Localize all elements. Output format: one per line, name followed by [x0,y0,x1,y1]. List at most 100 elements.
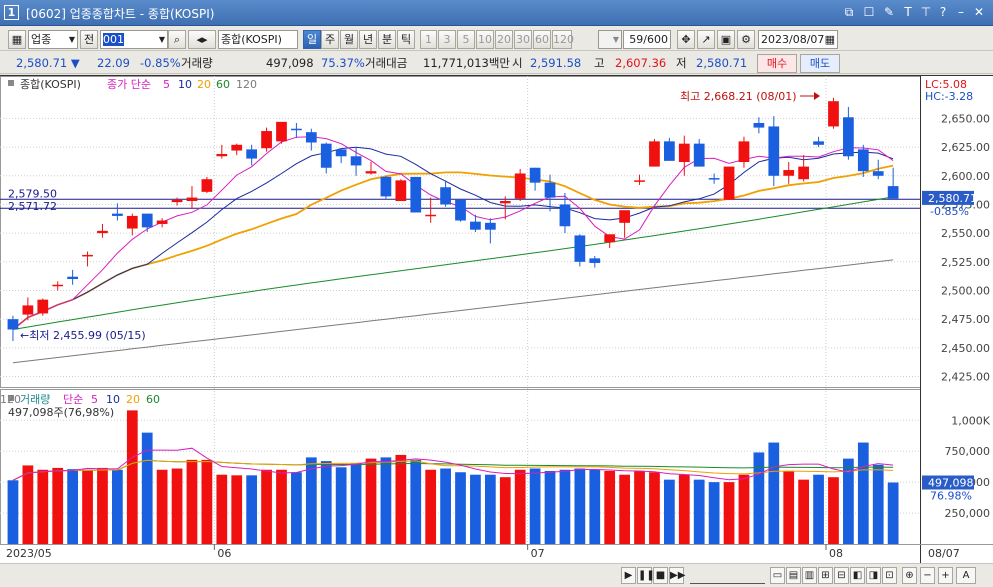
zoom-in-icon[interactable]: + [938,567,953,584]
volume-bar [484,474,496,544]
crosshair-icon[interactable]: ✥ [677,30,695,49]
period-tab-1[interactable]: 주 [321,30,339,49]
save-icon[interactable]: ▣ [717,30,735,49]
candle-body [723,166,735,200]
chart-area[interactable]: 2,650.00 2,625.00 2,600.00 2,575.00 2,550.00… [0,75,993,564]
window-title: [0602] 업종종합차트 - 종합(KOSPI) [26,7,215,21]
last-volume-label: 497,098 [928,477,974,490]
settings-gear-icon[interactable]: ⚙ [737,30,755,49]
info-bar: 2,580.71 ▼ 22.09 -0.85% 거래량 497,098 75.3… [0,52,993,74]
interval-button-0[interactable]: 1 [420,30,437,49]
volume-bar [887,482,899,544]
legend-ma-10: 10 [178,78,192,91]
market-select-value: 업종 [31,33,52,46]
candle-body [425,214,437,217]
candle-body [320,143,332,168]
open-value: 2,591.58 [530,56,582,70]
volume-bar [708,482,720,544]
link-icon[interactable]: ☐ [863,5,875,19]
interval-button-7[interactable]: 120 [552,30,574,49]
interval-button-3[interactable]: 10 [476,30,494,49]
font-size-a-icon[interactable]: A [956,567,976,584]
candle-body [216,153,228,157]
pause-icon[interactable]: ❚❚ [637,567,655,584]
prev-next-icon[interactable]: ◂▸ [188,30,216,49]
interval-button-2[interactable]: 5 [457,30,475,49]
draw-tool-icon[interactable]: ↗ [697,30,715,49]
zoom-out-icon[interactable]: − [920,567,935,584]
minimize-icon[interactable]: – [958,5,964,19]
volume-y-tick-1: 750,000 [945,445,991,458]
period-tab-3[interactable]: 년 [359,30,377,49]
interval-button-5[interactable]: 30 [514,30,532,49]
legend-volume-ma-20: 20 [126,393,140,406]
high-arrow-icon [814,92,820,100]
restore-layout-icon[interactable]: ⧉ [844,5,854,19]
buy-button[interactable]: 매수 [757,54,797,73]
period-tab-2[interactable]: 월 [340,30,358,49]
low-value: 2,580.71 [696,56,748,70]
close-icon[interactable]: ✕ [973,5,985,19]
date-field[interactable]: 2023/08/07 ▦ [758,30,838,49]
candle-body [82,254,93,257]
volume-bar [82,469,93,544]
layout-icon[interactable]: ▦ [8,30,26,49]
chart-icon-1[interactable]: ▭ [770,567,785,584]
chart-icon-4[interactable]: ⊞ [818,567,833,584]
zoom-slider[interactable] [690,568,765,584]
interval-button-1[interactable]: 3 [438,30,456,49]
search-icon[interactable]: ⌕ [168,30,186,49]
candle-body [380,176,392,197]
chart-icon-8[interactable]: ⊡ [882,567,897,584]
volume-bar [365,458,377,544]
volume-bar [231,475,243,544]
interval-button-6[interactable]: 60 [533,30,551,49]
zoom-fit-icon[interactable]: ⊕ [902,567,917,584]
x-label-2: 07 [531,547,545,560]
code-input[interactable]: 001 ▼ [100,30,168,49]
volume-bar [619,474,630,544]
help-icon[interactable]: ? [939,5,947,19]
volume-bar [156,469,168,544]
font-size-icon[interactable]: T [904,5,912,19]
chart-icon-3[interactable]: ▥ [802,567,817,584]
candle-body [649,141,660,167]
sell-button[interactable]: 매도 [800,54,840,73]
interval-dropdown[interactable]: ▼ [598,30,622,49]
price-y-tick-9: 2,425.00 [941,371,990,384]
chart-icon-7[interactable]: ◨ [866,567,881,584]
all-button[interactable]: 전 [80,30,98,49]
price-change-pct: -0.85% [140,56,181,70]
candle-body [305,132,317,143]
candle-body [529,167,541,183]
volume-y-tick-3: 250,000 [945,507,991,520]
last-volume-marker [922,475,974,490]
legend-ma-120: 120 [236,78,257,91]
chart-icon-2[interactable]: ▤ [786,567,801,584]
volume-bar [783,471,795,544]
market-select[interactable]: 업종 ▼ [28,30,78,49]
edit-icon[interactable]: ✎ [883,5,895,19]
period-tab-4[interactable]: 분 [378,30,396,49]
period-tab-0[interactable]: 일 [303,30,321,49]
candle-body [67,276,78,280]
chart-canvas[interactable]: 2,650.002,625.002,600.002,575.002,550.00… [0,76,993,564]
play-icon[interactable]: ▶ [621,567,636,584]
pin-icon[interactable]: ⊤ [920,5,932,19]
chart-icon-6[interactable]: ◧ [850,567,865,584]
volume-bar [261,469,272,544]
volume-bar [22,465,34,544]
title-bar: 1 [0602] 업종종합차트 - 종합(KOSPI) ⧉ ☐ ✎ T ⊤ ? … [0,0,993,26]
volume-ma5-line [12,447,894,481]
candle-body [22,305,34,315]
last-price-label: 2,580.71 [928,192,977,205]
candle-body [619,210,630,223]
stop-icon[interactable]: ■ [653,567,668,584]
count-field[interactable]: 59/600 [623,30,671,49]
candle-body [783,170,795,176]
interval-button-4[interactable]: 20 [495,30,513,49]
fast-forward-icon[interactable]: ▶▶ [669,567,685,584]
period-tab-5[interactable]: 틱 [397,30,415,49]
volume-bar [395,454,407,544]
chart-icon-5[interactable]: ⊟ [834,567,849,584]
